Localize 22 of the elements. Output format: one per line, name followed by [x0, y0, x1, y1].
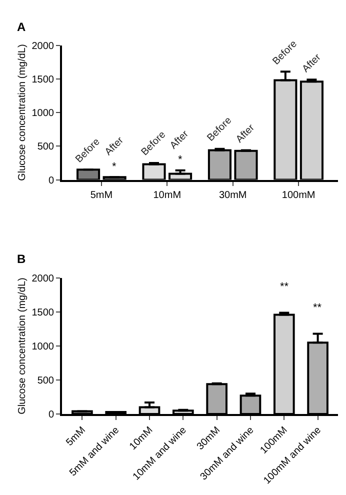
- chart-title: B: [17, 252, 26, 266]
- data-label: *: [112, 161, 117, 173]
- y-tick-label: 2000: [32, 274, 54, 285]
- y-tick-label: 500: [37, 376, 54, 387]
- y-axis-title: Glucose concentration (mg/dL): [17, 278, 28, 414]
- y-tick-label: 1500: [32, 74, 54, 86]
- y-tick-label: 1000: [32, 108, 54, 120]
- y-tick-label: 0: [48, 410, 54, 421]
- x-tick-label: 100mM: [282, 190, 316, 201]
- y-tick-label: 1000: [32, 342, 54, 353]
- y-tick-label: 1500: [32, 308, 54, 319]
- chart-title: A: [17, 20, 26, 34]
- annotation: **: [313, 302, 322, 314]
- y-tick-label: 0: [48, 175, 54, 186]
- y-tick-label: 2000: [32, 40, 54, 52]
- y-tick-label: 500: [37, 142, 54, 153]
- y-axis-title: Glucose concentration (mg/dL): [17, 44, 28, 181]
- x-tick-label: 5mM: [90, 190, 113, 201]
- annotation: **: [280, 281, 290, 293]
- x-tick-label: 10mM: [153, 190, 182, 201]
- x-tick-label: 30mM: [218, 190, 247, 201]
- data-label: *: [178, 154, 183, 166]
